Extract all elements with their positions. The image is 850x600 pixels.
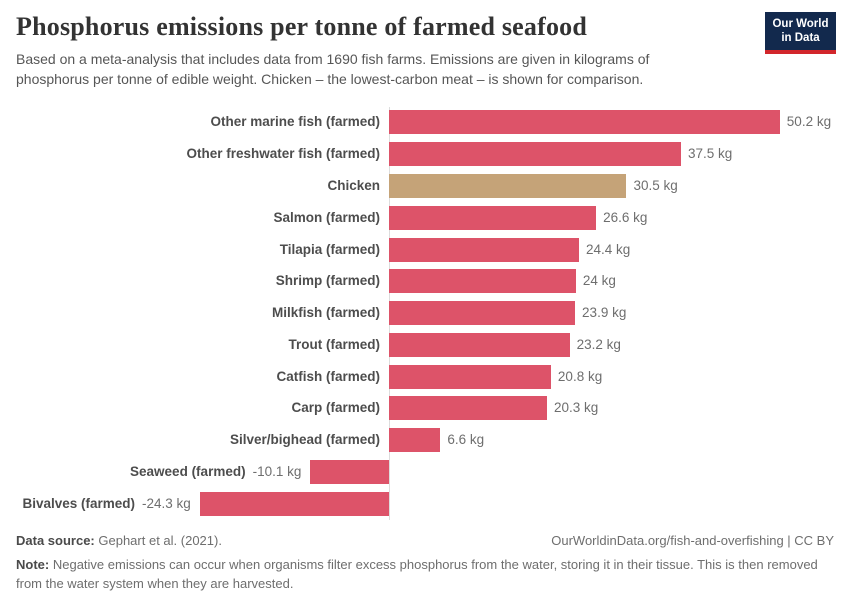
bar[interactable] (389, 428, 441, 453)
footer-note-text: Negative emissions can occur when organi… (16, 556, 818, 592)
chart-row: Chicken 30.5 kg (16, 170, 834, 202)
chart-row: Tilapia (farmed) 24.4 kg (16, 234, 834, 266)
value-label: 30.5 kg (633, 178, 678, 193)
category-label: Seaweed (farmed) -10.1 kg (16, 460, 301, 484)
value-label: 24 kg (582, 273, 616, 289)
category-label: Shrimp (farmed) (275, 273, 380, 289)
category-name: Bivalves (farmed) (22, 495, 136, 511)
chart-subtitle: Based on a meta-analysis that includes d… (16, 51, 650, 88)
value-label: 37.5 kg (687, 146, 733, 162)
value-label: 20.8 kg (557, 368, 603, 384)
chart-header: Phosphorus emissions per tonne of farmed… (16, 12, 836, 90)
page-title: Phosphorus emissions per tonne of farmed… (16, 12, 588, 41)
chart-row: Salmon (farmed) 26.6 kg (16, 202, 834, 234)
bar[interactable] (389, 301, 576, 326)
bar[interactable] (389, 396, 548, 421)
chart-footer: Data source: Gephart et al. (2021). OurW… (16, 533, 834, 594)
bar[interactable] (389, 110, 780, 135)
value-label: 50.2 kg (786, 114, 832, 130)
value-label: 23.2 kg (576, 336, 621, 352)
bar-chart: Other marine fish (farmed) 50.2 kg Other f… (16, 106, 834, 520)
bar[interactable] (389, 142, 681, 167)
chart-row: Silver/bighead (farmed) 6.6 kg (16, 424, 834, 456)
category-label: Carp (farmed) (291, 400, 380, 416)
chart-row: Shrimp (farmed) 24 kg (16, 265, 834, 297)
category-label: Silver/bighead (farmed) (229, 432, 380, 448)
bar[interactable] (310, 459, 389, 484)
bar[interactable] (199, 491, 389, 516)
data-source: Data source: Gephart et al. (2021). (16, 533, 222, 548)
category-label: Tilapia (farmed) (279, 241, 380, 257)
footer-note: Note: Negative emissions can occur when … (16, 555, 834, 594)
owid-logo: Our World in Data (765, 12, 836, 54)
category-label: Chicken (327, 178, 380, 193)
footer-note-label: Note: (16, 556, 50, 572)
value-label: -24.3 kg (142, 495, 191, 511)
category-label: Other marine fish (farmed) (210, 114, 380, 130)
category-label: Milkfish (farmed) (271, 305, 380, 321)
chart-row: Catfish (farmed) 20.8 kg (16, 361, 834, 393)
value-label: 20.3 kg (554, 400, 599, 416)
bar[interactable] (389, 174, 627, 198)
bar[interactable] (389, 364, 551, 389)
value-label: 26.6 kg (603, 209, 648, 225)
owid-logo-line1: Our World (772, 18, 829, 30)
category-name: Seaweed (farmed) (130, 463, 246, 479)
chart-row: Trout (farmed) 23.2 kg (16, 329, 834, 361)
chart-row: Other marine fish (farmed) 50.2 kg (16, 107, 834, 139)
bar[interactable] (389, 205, 597, 230)
value-label: 23.9 kg (582, 305, 627, 321)
bar[interactable] (389, 237, 579, 262)
owid-logo-line2: in Data (781, 32, 820, 45)
category-label: Other freshwater fish (farmed) (186, 146, 380, 162)
data-source-label: Data source: (16, 532, 95, 548)
footer-url[interactable]: OurWorldinData.org/fish-and-overfishing … (551, 532, 834, 548)
category-label: Bivalves (farmed) -24.3 kg (16, 492, 191, 516)
value-label: -10.1 kg (252, 463, 302, 479)
category-label: Trout (farmed) (288, 336, 380, 352)
chart-row: Bivalves (farmed) -24.3 kg (16, 488, 834, 520)
bar[interactable] (389, 269, 576, 294)
chart-row: Seaweed (farmed) -10.1 kg (16, 456, 834, 488)
value-label: 24.4 kg (585, 241, 631, 257)
data-source-value: Gephart et al. (2021). (98, 532, 222, 548)
bar[interactable] (389, 332, 570, 357)
category-label: Catfish (farmed) (276, 368, 380, 384)
chart-row: Carp (farmed) 20.3 kg (16, 393, 834, 425)
chart-row: Other freshwater fish (farmed) 37.5 kg (16, 138, 834, 170)
chart-row: Milkfish (farmed) 23.9 kg (16, 297, 834, 329)
category-label: Salmon (farmed) (273, 209, 380, 225)
value-label: 6.6 kg (447, 432, 485, 448)
